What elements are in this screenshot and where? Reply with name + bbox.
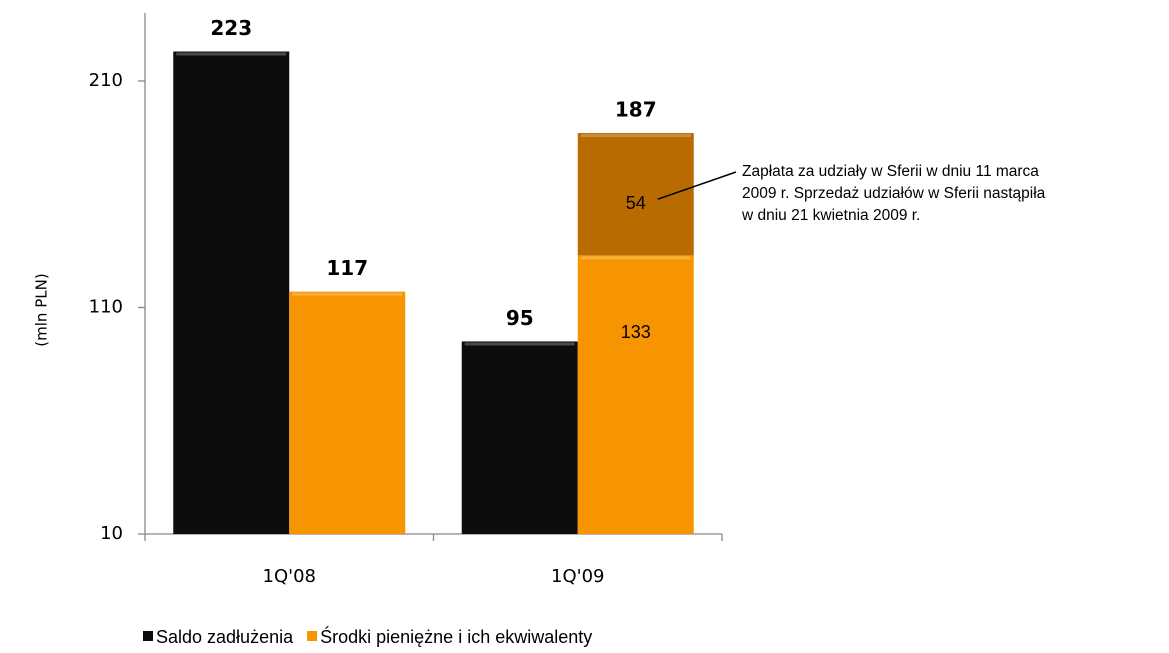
bar xyxy=(461,341,578,534)
y-tick-label: 210 xyxy=(89,70,123,91)
bar-highlight xyxy=(580,134,691,138)
bar xyxy=(173,51,290,534)
data-label: 223 xyxy=(210,16,252,40)
data-label: 117 xyxy=(326,256,368,280)
data-label: 54 xyxy=(626,193,646,213)
bar xyxy=(577,133,694,256)
x-tick-label: 1Q'09 xyxy=(551,566,604,587)
annotation-text: w dniu 21 kwietnia 2009 r. xyxy=(741,207,920,224)
bar-highlight xyxy=(292,292,403,296)
annotation-leader xyxy=(657,171,737,200)
bar-highlight xyxy=(580,256,691,260)
legend-label: Saldo zadłużenia xyxy=(156,627,294,647)
annotation-text: Zapłata za udziały w Sferii w dniu 11 ma… xyxy=(742,163,1039,180)
x-tick-label: 1Q'08 xyxy=(263,566,316,587)
y-tick-label: 110 xyxy=(89,296,123,317)
legend-label: Środki pieniężne i ich ekwiwalenty xyxy=(320,626,592,647)
legend-swatch xyxy=(143,631,153,641)
data-label: 95 xyxy=(506,306,534,330)
annotation-text: 2009 r. Sprzedaż udziałów w Sferii nastą… xyxy=(742,185,1046,202)
bar-highlight xyxy=(176,52,287,56)
y-axis-label: (mln PLN) xyxy=(33,273,51,346)
data-label: 133 xyxy=(621,322,651,342)
bar xyxy=(577,255,694,534)
bar-highlight xyxy=(464,342,575,346)
legend-swatch xyxy=(307,631,318,641)
y-tick-label: 10 xyxy=(100,523,123,544)
bar xyxy=(289,291,406,534)
stack-total-label: 187 xyxy=(615,98,657,122)
